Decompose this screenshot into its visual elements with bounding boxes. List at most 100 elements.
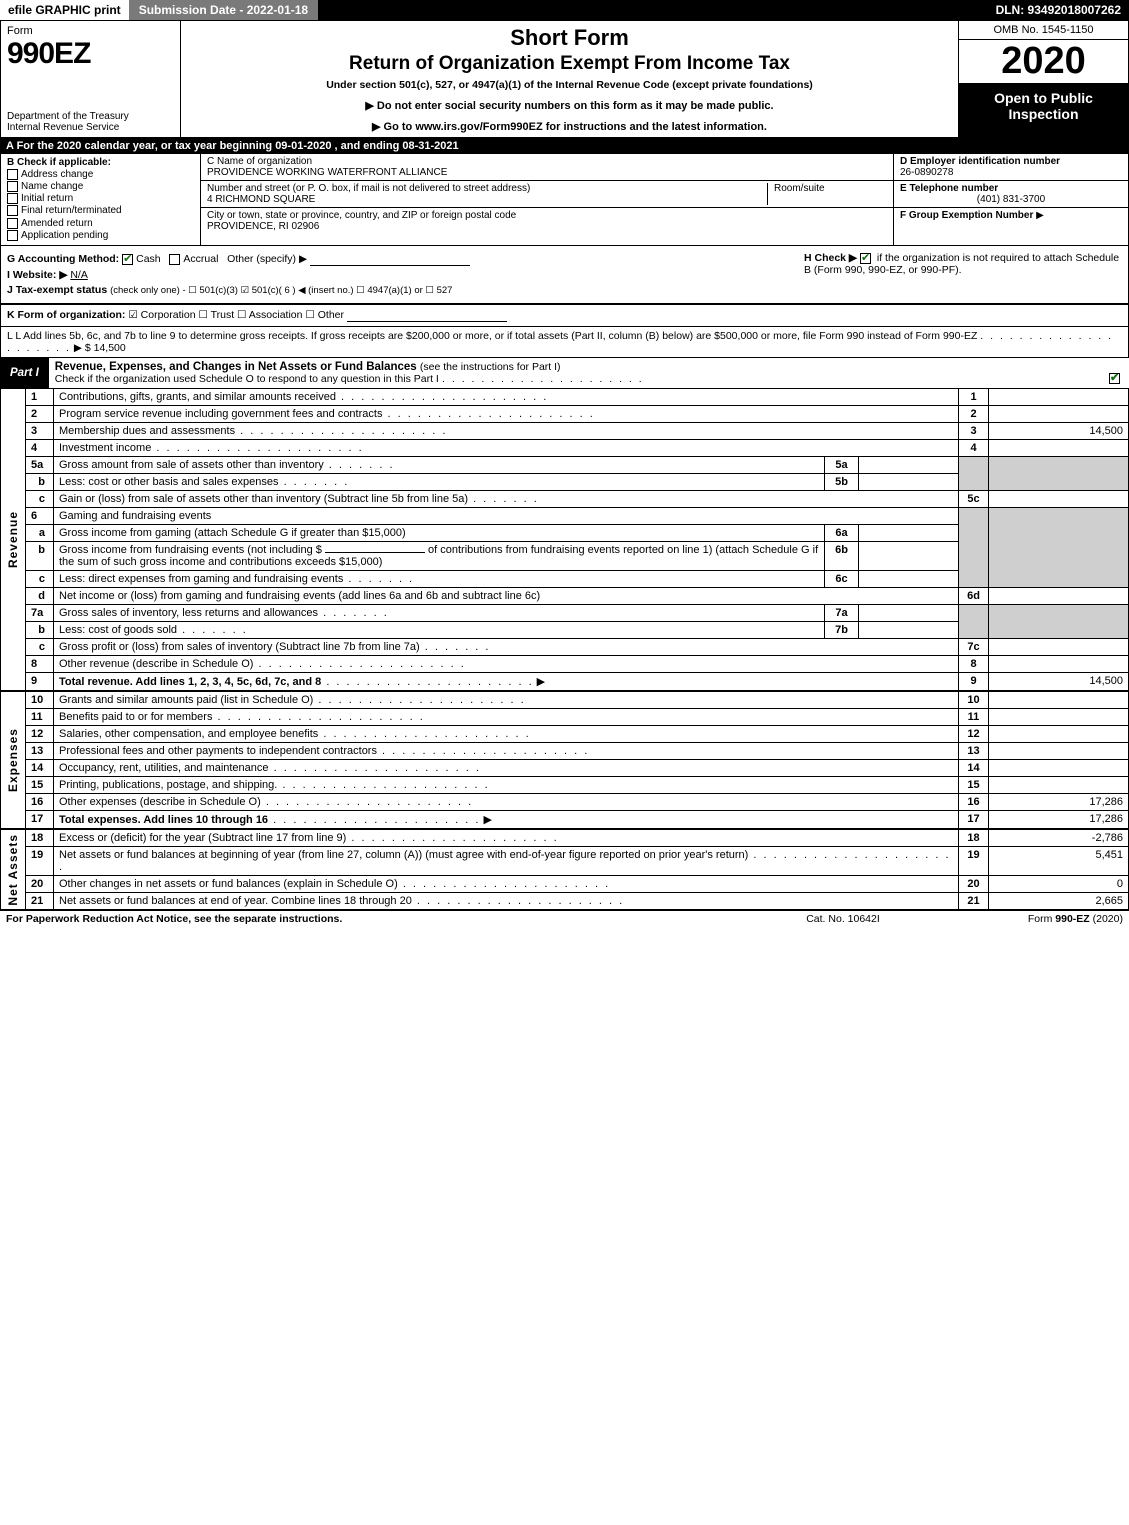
r-num: 1: [959, 388, 989, 405]
part1-header: Part I Revenue, Expenses, and Changes in…: [0, 358, 1129, 388]
val-3: 14,500: [989, 422, 1129, 439]
h-checkbox[interactable]: [860, 253, 871, 264]
header-middle: Short Form Return of Organization Exempt…: [181, 21, 958, 137]
g-other: Other (specify) ▶: [227, 253, 307, 265]
table-row: Revenue 1 Contributions, gifts, grants, …: [1, 388, 1129, 405]
l6b-blank: [325, 552, 425, 553]
side-netassets: Net Assets: [6, 834, 20, 906]
table-row: d Net income or (loss) from gaming and f…: [1, 587, 1129, 604]
table-row: 5a Gross amount from sale of assets othe…: [1, 456, 1129, 473]
form-word: Form: [7, 25, 174, 37]
ein-value: 26-0890278: [900, 167, 953, 178]
phone-value: (401) 831-3700: [900, 194, 1122, 205]
table-row: c Gross profit or (loss) from sales of i…: [1, 638, 1129, 655]
netassets-table: Net Assets 18 Excess or (deficit) for th…: [0, 829, 1129, 910]
schedo-text: Check if the organization used Schedule …: [55, 373, 439, 385]
l-text: L Add lines 5b, 6c, and 7b to line 9 to …: [15, 330, 977, 342]
f-arrow: ▶: [1036, 210, 1044, 221]
k-other-input[interactable]: [347, 309, 507, 322]
table-row: 2 Program service revenue including gove…: [1, 405, 1129, 422]
table-row: 19 Net assets or fund balances at beginn…: [1, 846, 1129, 875]
table-row: 16 Other expenses (describe in Schedule …: [1, 793, 1129, 810]
part1-title: Revenue, Expenses, and Changes in Net As…: [55, 361, 417, 373]
section-c: C Name of organization PROVIDENCE WORKIN…: [201, 154, 893, 245]
mid-block: H Check ▶ if the organization is not req…: [0, 246, 1129, 304]
dln-label: DLN: 93492018007262: [988, 0, 1129, 20]
g-accrual-check[interactable]: [169, 254, 180, 265]
table-row: 14 Occupancy, rent, utilities, and maint…: [1, 759, 1129, 776]
org-name-row: C Name of organization PROVIDENCE WORKIN…: [201, 154, 893, 181]
opt-application-pending[interactable]: Application pending: [7, 230, 194, 241]
do-not-enter: ▶ Do not enter social security numbers o…: [187, 99, 952, 112]
part1-tag: Part I: [0, 364, 49, 382]
h-label: H Check ▶: [804, 252, 857, 264]
org-name: PROVIDENCE WORKING WATERFRONT ALLIANCE: [207, 167, 447, 178]
section-h: H Check ▶ if the organization is not req…: [802, 250, 1122, 278]
goto-link[interactable]: ▶ Go to www.irs.gov/Form990EZ for instru…: [187, 120, 952, 133]
efile-label[interactable]: efile GRAPHIC print: [0, 0, 129, 20]
section-l: L L Add lines 5b, 6c, and 7b to line 9 t…: [0, 327, 1129, 358]
opt-final-return[interactable]: Final return/terminated: [7, 205, 194, 216]
page-footer: For Paperwork Reduction Act Notice, see …: [0, 910, 1129, 927]
side-revenue: Revenue: [6, 511, 20, 568]
table-row: 6 Gaming and fundraising events: [1, 507, 1129, 524]
j-detail: (check only one) - ☐ 501(c)(3) ☑ 501(c)(…: [110, 285, 452, 296]
side-expenses: Expenses: [6, 728, 20, 792]
footer-left: For Paperwork Reduction Act Notice, see …: [6, 913, 743, 925]
l9-text: Total revenue. Add lines 1, 2, 3, 4, 5c,…: [59, 676, 321, 688]
table-row: c Gain or (loss) from sale of assets oth…: [1, 490, 1129, 507]
line-val: [989, 388, 1129, 405]
form-header: Form 990EZ Department of the Treasury In…: [0, 20, 1129, 138]
form-number: 990EZ: [7, 37, 174, 71]
table-row: 11 Benefits paid to or for members 11: [1, 708, 1129, 725]
table-row: 7a Gross sales of inventory, less return…: [1, 604, 1129, 621]
period-bar: A For the 2020 calendar year, or tax yea…: [0, 138, 1129, 154]
section-b: B Check if applicable: Address change Na…: [1, 154, 201, 245]
j-label: J Tax-exempt status: [7, 284, 107, 296]
footer-form-pre: Form: [1028, 913, 1055, 925]
table-row: 12 Salaries, other compensation, and emp…: [1, 725, 1129, 742]
table-row: 8 Other revenue (describe in Schedule O)…: [1, 655, 1129, 672]
g-cash-check[interactable]: [122, 254, 133, 265]
under-section: Under section 501(c), 527, or 4947(a)(1)…: [187, 79, 952, 91]
table-row: 9 Total revenue. Add lines 1, 2, 3, 4, 5…: [1, 672, 1129, 690]
k-opts: ☑ Corporation ☐ Trust ☐ Association ☐ Ot…: [128, 309, 344, 321]
table-row: 4 Investment income 4: [1, 439, 1129, 456]
k-label: K Form of organization:: [7, 309, 125, 321]
section-b-label: B Check if applicable:: [7, 157, 111, 168]
table-row: 17 Total expenses. Add lines 10 through …: [1, 810, 1129, 828]
g-accrual: Accrual: [183, 253, 218, 265]
return-title: Return of Organization Exempt From Incom…: [187, 53, 952, 75]
i-label: I Website: ▶: [7, 269, 67, 281]
opt-initial-return[interactable]: Initial return: [7, 193, 194, 204]
short-form-title: Short Form: [187, 25, 952, 51]
table-row: 3 Membership dues and assessments 3 14,5…: [1, 422, 1129, 439]
table-row: Expenses 10 Grants and similar amounts p…: [1, 691, 1129, 708]
opt-address-change[interactable]: Address change: [7, 169, 194, 180]
section-def: D Employer identification number 26-0890…: [893, 154, 1128, 245]
table-row: 15 Printing, publications, postage, and …: [1, 776, 1129, 793]
opt-name-change[interactable]: Name change: [7, 181, 194, 192]
footer-right: Form 990-EZ (2020): [943, 913, 1123, 925]
info-grid: B Check if applicable: Address change Na…: [0, 154, 1129, 246]
city-value: PROVIDENCE, RI 02906: [207, 221, 319, 232]
part1-subtitle: (see the instructions for Part I): [420, 361, 561, 373]
omb-number: OMB No. 1545-1150: [959, 21, 1128, 40]
c-name-label: C Name of organization: [207, 156, 312, 167]
val-9: 14,500: [989, 672, 1129, 690]
g-other-input[interactable]: [310, 253, 470, 266]
header-right: OMB No. 1545-1150 2020 Open to Public In…: [958, 21, 1128, 137]
g-cash: Cash: [136, 253, 161, 265]
g-label: G Accounting Method:: [7, 253, 119, 265]
footer-form-post: (2020): [1090, 913, 1123, 925]
street-label: Number and street (or P. O. box, if mail…: [207, 183, 530, 194]
val-18: -2,786: [989, 829, 1129, 846]
l-amount: $ 14,500: [85, 342, 126, 354]
revenue-table: Revenue 1 Contributions, gifts, grants, …: [0, 388, 1129, 691]
table-row: Net Assets 18 Excess or (deficit) for th…: [1, 829, 1129, 846]
schedo-checkbox[interactable]: [1109, 373, 1120, 384]
l-arrow: ▶: [74, 342, 82, 354]
irs-label: Internal Revenue Service: [7, 122, 119, 133]
val-20: 0: [989, 875, 1129, 892]
opt-amended-return[interactable]: Amended return: [7, 218, 194, 229]
